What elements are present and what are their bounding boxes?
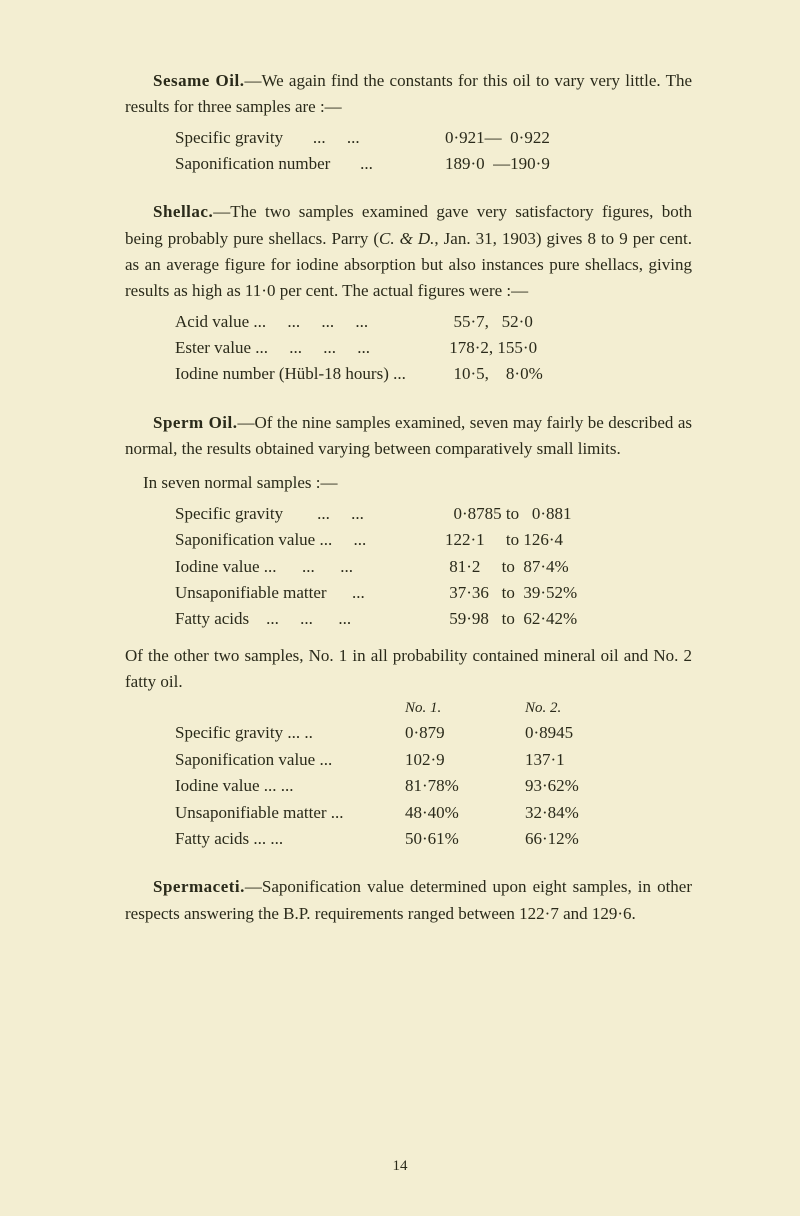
sperm-data1: Specific gravity ... ... 0·8785 to 0·881… <box>175 501 692 633</box>
data-row: Iodine value ... ... ... 81·2 to 87·4% <box>175 554 692 580</box>
data-row: Unsaponifiable matter ... 37·36 to 39·52… <box>175 580 692 606</box>
shellac-section: Shellac.—The two samples examined gave v… <box>125 199 692 387</box>
shellac-para: Shellac.—The two samples examined gave v… <box>125 199 692 304</box>
header-spacer <box>175 697 405 720</box>
spermaceti-heading: Spermaceti. <box>153 877 245 896</box>
row-col2: 93·62% <box>525 773 645 799</box>
sesame-section: Sesame Oil.—We again find the constants … <box>125 68 692 177</box>
row-col1: 102·9 <box>405 747 525 773</box>
row-label: Ester value ... ... ... ... <box>175 335 445 361</box>
row-col2: 66·12% <box>525 826 645 852</box>
row-label: Specific gravity ... ... <box>175 501 445 527</box>
row-label: Iodine value ... ... <box>175 773 405 799</box>
table-row: Unsaponifiable matter ... 48·40% 32·84% <box>175 800 692 826</box>
row-value: 0·8785 to 0·881 <box>445 501 572 527</box>
row-label: Saponification value ... ... <box>175 527 445 553</box>
row-label: Iodine number (Hübl-18 hours) ... <box>175 361 445 387</box>
row-col2: 0·8945 <box>525 720 645 746</box>
sesame-heading: Sesame Oil. <box>153 71 244 90</box>
table-row: Fatty acids ... ... 50·61% 66·12% <box>175 826 692 852</box>
row-value: 81·2 to 87·4% <box>445 554 569 580</box>
row-label: Iodine value ... ... ... <box>175 554 445 580</box>
data-row: Specific gravity ... ... 0·8785 to 0·881 <box>175 501 692 527</box>
row-value: 189·0 —190·9 <box>445 151 550 177</box>
row-label: Unsaponifiable matter ... <box>175 800 405 826</box>
row-col1: 0·879 <box>405 720 525 746</box>
page-number: 14 <box>393 1155 408 1178</box>
spermaceti-section: Spermaceti.—Saponification value determi… <box>125 874 692 927</box>
row-col1: 81·78% <box>405 773 525 799</box>
header-col1: No. 1. <box>405 697 525 720</box>
row-label: Specific gravity ... .. <box>175 720 405 746</box>
data-row: Iodine number (Hübl-18 hours) ... 10·5, … <box>175 361 692 387</box>
row-label: Specific gravity ... ... <box>175 125 445 151</box>
sperm-data2: No. 1. No. 2. Specific gravity ... .. 0·… <box>175 697 692 852</box>
data-row: Acid value ... ... ... ... 55·7, 52·0 <box>175 309 692 335</box>
shellac-heading: Shellac. <box>153 202 213 221</box>
spermaceti-para: Spermaceti.—Saponification value determi… <box>125 874 692 927</box>
data-row: Saponification value ... ... 122·1 to 12… <box>175 527 692 553</box>
data-row: Saponification number ... 189·0 —190·9 <box>175 151 692 177</box>
row-label: Fatty acids ... ... <box>175 826 405 852</box>
sesame-data: Specific gravity ... ... 0·921— 0·922 Sa… <box>175 125 692 178</box>
row-value: 37·36 to 39·52% <box>445 580 577 606</box>
shellac-data: Acid value ... ... ... ... 55·7, 52·0 Es… <box>175 309 692 388</box>
row-label: Acid value ... ... ... ... <box>175 309 445 335</box>
sperm-text2: Of the other two samples, No. 1 in all p… <box>125 643 692 696</box>
row-label: Unsaponifiable matter ... <box>175 580 445 606</box>
table-row: Specific gravity ... .. 0·879 0·8945 <box>175 720 692 746</box>
row-value: 59·98 to 62·42% <box>445 606 577 632</box>
sperm-heading: Sperm Oil. <box>153 413 238 432</box>
sesame-para: Sesame Oil.—We again find the constants … <box>125 68 692 121</box>
sperm-para1: Sperm Oil.—Of the nine samples examined,… <box>125 410 692 463</box>
row-value: 122·1 to 126·4 <box>445 527 563 553</box>
data-row: Fatty acids ... ... ... 59·98 to 62·42% <box>175 606 692 632</box>
header-col2: No. 2. <box>525 697 645 720</box>
row-label: Saponification value ... <box>175 747 405 773</box>
sperm-sub1: In seven normal samples :— <box>125 470 692 496</box>
data-row: Ester value ... ... ... ... 178·2, 155·0 <box>175 335 692 361</box>
table-header: No. 1. No. 2. <box>175 697 692 720</box>
row-col2: 32·84% <box>525 800 645 826</box>
shellac-citation: C. & D. <box>379 229 434 248</box>
row-value: 55·7, 52·0 <box>445 309 533 335</box>
row-value: 178·2, 155·0 <box>445 335 537 361</box>
data-row: Specific gravity ... ... 0·921— 0·922 <box>175 125 692 151</box>
row-label: Fatty acids ... ... ... <box>175 606 445 632</box>
sperm-section: Sperm Oil.—Of the nine samples examined,… <box>125 410 692 852</box>
row-col2: 137·1 <box>525 747 645 773</box>
row-label: Saponification number ... <box>175 151 445 177</box>
row-value: 10·5, 8·0% <box>445 361 543 387</box>
row-value: 0·921— 0·922 <box>445 125 550 151</box>
table-row: Iodine value ... ... 81·78% 93·62% <box>175 773 692 799</box>
table-row: Saponification value ... 102·9 137·1 <box>175 747 692 773</box>
row-col1: 48·40% <box>405 800 525 826</box>
row-col1: 50·61% <box>405 826 525 852</box>
